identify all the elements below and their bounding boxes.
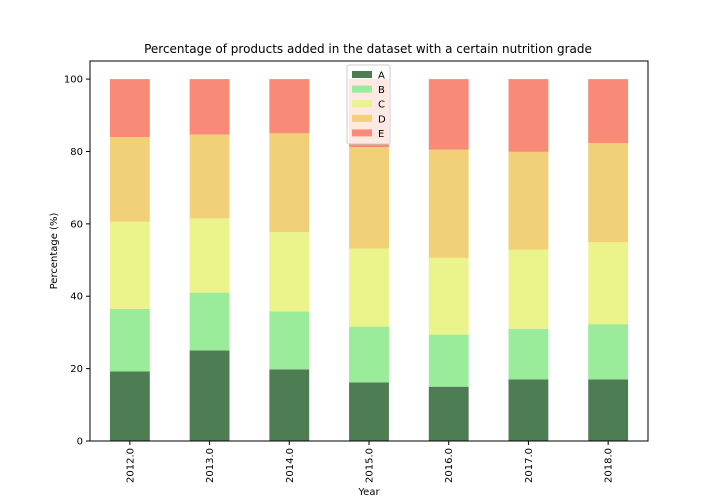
bar-B-2012.0	[109, 308, 150, 372]
bar-A-2017.0	[508, 379, 549, 441]
legend-label-B: B	[378, 85, 385, 96]
x-tick-label: 2015.0	[365, 448, 376, 483]
bar-D-2015.0	[349, 147, 389, 249]
legend-label-E: E	[378, 129, 384, 140]
bar-B-2018.0	[588, 324, 629, 380]
bar-E-2017.0	[508, 79, 549, 152]
y-axis: 0 20 40 60 80 100	[64, 75, 90, 448]
x-tick-label: 2016.0	[444, 448, 455, 483]
bar-A-2018.0	[588, 379, 629, 441]
bar-D-2012.0	[109, 137, 150, 222]
bar-E-2013.0	[189, 79, 230, 135]
bar-B-2015.0	[349, 326, 389, 383]
legend-label-D: D	[378, 114, 386, 125]
bar-D-2017.0	[508, 151, 549, 250]
bar-C-2013.0	[189, 218, 230, 293]
bar-A-2014.0	[269, 369, 310, 441]
bar-E-2014.0	[269, 79, 310, 134]
y-tick-label: 0	[77, 437, 83, 448]
bar-C-2017.0	[508, 249, 549, 329]
y-axis-label: Percentage (%)	[49, 213, 60, 290]
legend-swatch-B	[352, 85, 372, 93]
x-tick-label: 2012.0	[125, 448, 136, 483]
y-tick-label: 60	[70, 219, 83, 230]
legend-label-C: C	[378, 100, 385, 111]
bar-E-2016.0	[428, 79, 469, 150]
legend-swatch-C	[352, 100, 372, 108]
legend-swatch-D	[352, 114, 372, 122]
bar-C-2012.0	[109, 221, 150, 309]
bar-B-2013.0	[189, 292, 230, 351]
bar-B-2017.0	[508, 328, 549, 380]
plot-area	[109, 79, 629, 441]
bar-C-2018.0	[588, 242, 629, 325]
legend-swatch-A	[352, 71, 372, 78]
x-axis-label: Year	[357, 487, 380, 498]
chart-title: Percentage of products added in the data…	[144, 42, 592, 56]
x-axis: 2012.0 2013.0 2014.0 2015.0 2016.0 2017.0 2018…	[125, 441, 615, 483]
x-tick-label: 2018.0	[604, 448, 615, 483]
y-tick-label: 100	[64, 75, 83, 86]
bar-E-2018.0	[588, 79, 629, 144]
bar-C-2014.0	[269, 232, 310, 312]
bar-A-2012.0	[109, 371, 150, 441]
bar-D-2018.0	[588, 143, 629, 243]
bar-A-2015.0	[349, 382, 389, 441]
bar-A-2016.0	[428, 386, 469, 441]
bar-C-2016.0	[428, 257, 469, 335]
bar-A-2013.0	[189, 350, 230, 441]
y-tick-label: 80	[70, 147, 83, 158]
legend-swatch-E	[352, 129, 372, 137]
y-tick-label: 20	[70, 364, 83, 375]
y-tick-label: 40	[70, 292, 83, 303]
x-tick-label: 2013.0	[205, 448, 216, 483]
x-tick-label: 2017.0	[524, 448, 535, 483]
bar-B-2014.0	[269, 311, 310, 370]
bar-C-2015.0	[349, 248, 389, 327]
bar-E-2012.0	[109, 79, 150, 137]
bar-D-2013.0	[189, 134, 230, 219]
bar-D-2014.0	[269, 133, 310, 233]
bar-D-2016.0	[428, 149, 469, 258]
legend-label-A: A	[378, 71, 385, 82]
x-tick-label: 2014.0	[285, 448, 296, 483]
bar-B-2016.0	[428, 334, 469, 387]
